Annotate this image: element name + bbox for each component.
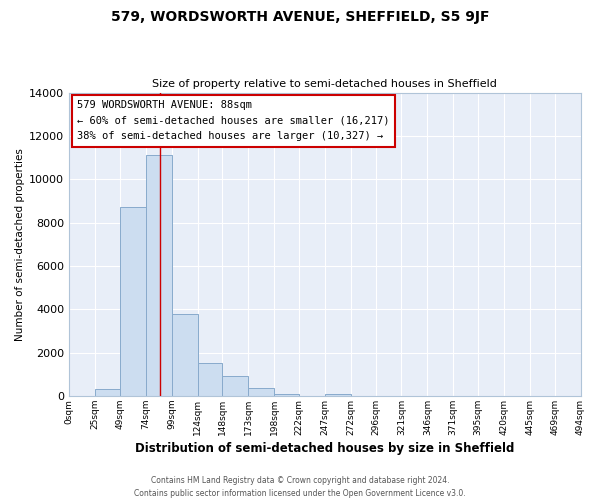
Title: Size of property relative to semi-detached houses in Sheffield: Size of property relative to semi-detach… bbox=[152, 79, 497, 89]
Bar bbox=[95, 390, 120, 396]
Bar bbox=[325, 394, 351, 396]
Bar bbox=[274, 394, 299, 396]
Bar bbox=[172, 314, 197, 396]
Bar bbox=[248, 388, 274, 396]
Bar bbox=[223, 376, 248, 396]
X-axis label: Distribution of semi-detached houses by size in Sheffield: Distribution of semi-detached houses by … bbox=[135, 442, 515, 455]
Y-axis label: Number of semi-detached properties: Number of semi-detached properties bbox=[15, 148, 25, 340]
Text: 579 WORDSWORTH AVENUE: 88sqm
← 60% of semi-detached houses are smaller (16,217)
: 579 WORDSWORTH AVENUE: 88sqm ← 60% of se… bbox=[77, 100, 389, 141]
Bar bbox=[197, 364, 223, 396]
Text: Contains HM Land Registry data © Crown copyright and database right 2024.
Contai: Contains HM Land Registry data © Crown c… bbox=[134, 476, 466, 498]
Bar bbox=[146, 156, 172, 396]
Bar bbox=[120, 208, 146, 396]
Text: 579, WORDSWORTH AVENUE, SHEFFIELD, S5 9JF: 579, WORDSWORTH AVENUE, SHEFFIELD, S5 9J… bbox=[111, 10, 489, 24]
